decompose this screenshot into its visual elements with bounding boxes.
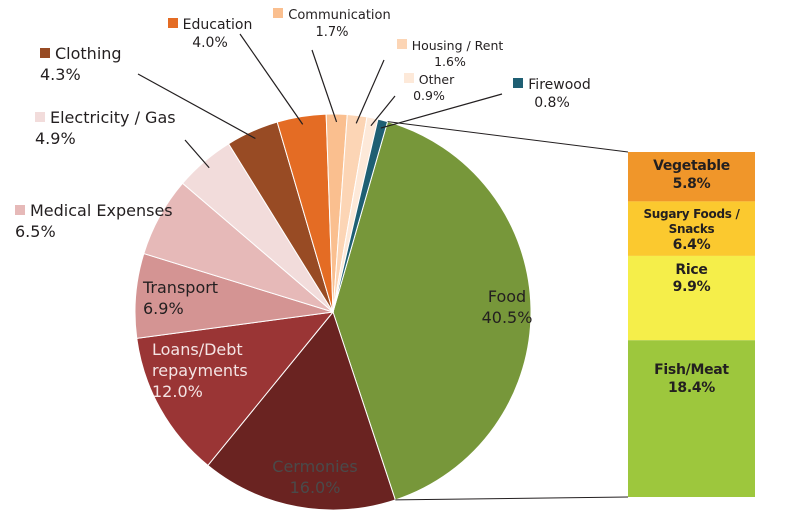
bar-segment	[628, 152, 755, 202]
slice-value-label: 4.0%	[192, 35, 228, 52]
slice-name-row: Firewood	[502, 76, 602, 94]
slice-name: Housing / Rent	[411, 38, 504, 53]
slice-label: Communication 1.7%	[262, 8, 402, 42]
legend-swatch	[513, 78, 524, 88]
slice-label: Education 4.0%	[155, 16, 265, 52]
slice-name-row: Clothing	[40, 44, 180, 65]
bar-label: Vegetable 5.8%	[632, 158, 751, 193]
bar-category-label: Vegetable	[653, 158, 730, 174]
slice-label: Other 0.9%	[394, 72, 464, 105]
slice-label: Loans/Debt repayments 12.0%	[152, 340, 272, 402]
slice-value-label: 6.9%	[143, 298, 184, 318]
slice-name-row: Food	[462, 287, 552, 308]
bar-value-label: 6.4%	[672, 237, 711, 254]
connector-line	[395, 496, 629, 501]
slice-name: Clothing	[55, 44, 122, 63]
slice-name: Education	[182, 17, 253, 33]
slice-name-row: Education	[155, 16, 265, 34]
legend-swatch	[273, 8, 284, 18]
leader-line	[355, 59, 385, 124]
slice-name-row: Loans/Debt repayments	[152, 340, 272, 382]
connector-line	[387, 121, 629, 153]
slice-label: Transport 6.9%	[143, 278, 253, 320]
slice-value-label: 6.5%	[15, 221, 56, 241]
slice-name-row: Communication	[262, 8, 402, 25]
slice-label: Firewood 0.8%	[502, 76, 602, 112]
slice-name-row: Other	[394, 72, 464, 88]
slice-label: Food 40.5%	[462, 287, 552, 329]
pie-slice	[207, 310, 396, 511]
slice-label: Cermonies 16.0%	[250, 457, 380, 499]
pie-slice	[332, 118, 389, 313]
slice-value-label: 4.3%	[40, 64, 81, 84]
bar-segment	[628, 255, 755, 341]
slice-name-row: Cermonies	[250, 457, 380, 478]
slice-name: Other	[418, 72, 455, 87]
slice-name-row: Transport	[143, 278, 253, 299]
slice-name: Firewood	[528, 77, 591, 93]
bar-label: Fish/Meat 18.4%	[632, 362, 751, 397]
bar-value-label: 9.9%	[672, 279, 711, 296]
legend-swatch	[40, 48, 50, 58]
bar-segment	[628, 201, 755, 256]
slice-value-label: 16.0%	[289, 477, 341, 497]
slice-value-label: 40.5%	[481, 307, 533, 327]
leader-line	[239, 33, 304, 125]
slice-name: Medical Expenses	[30, 201, 173, 220]
leader-line	[137, 73, 256, 140]
bar-value-label: 5.8%	[672, 175, 711, 192]
slice-label: Medical Expenses 6.5%	[15, 201, 215, 243]
legend-swatch	[35, 112, 45, 122]
bar-label: Sugary Foods / Snacks 6.4%	[632, 207, 751, 255]
legend-swatch	[15, 205, 25, 215]
slice-value-label: 12.0%	[152, 381, 203, 401]
bar-label: Rice 9.9%	[632, 262, 751, 297]
bar-category-label: Sugary Foods / Snacks	[643, 207, 740, 237]
slice-label: Electricity / Gas 4.9%	[35, 108, 235, 150]
slice-value-label: 0.8%	[534, 95, 570, 112]
legend-swatch	[403, 73, 414, 83]
slice-label: Clothing 4.3%	[40, 44, 180, 86]
pie-slice	[136, 311, 335, 467]
slice-name: Food	[487, 287, 527, 306]
slice-value-label: 0.9%	[413, 88, 445, 104]
slice-value-label: 1.7%	[315, 24, 349, 40]
slice-value-label: 1.6%	[434, 54, 466, 70]
leader-line	[311, 49, 338, 123]
bar-category-label: Rice	[675, 261, 708, 278]
slice-label: Housing / Rent 1.6%	[385, 38, 515, 71]
bar-segment	[628, 340, 755, 497]
legend-swatch	[396, 39, 407, 49]
leader-line	[380, 93, 503, 129]
slice-name-row: Electricity / Gas	[35, 108, 235, 129]
slice-name-row: Medical Expenses	[15, 201, 215, 222]
slice-name: Communication	[288, 8, 391, 23]
slice-name-row: Housing / Rent	[385, 38, 515, 54]
slice-name: Cermonies	[272, 457, 358, 476]
bar-value-label: 18.4%	[667, 379, 716, 396]
legend-swatch	[167, 18, 178, 28]
slice-name: Transport	[143, 278, 219, 297]
slice-name: Loans/Debt repayments	[152, 340, 248, 380]
slice-value-label: 4.9%	[35, 128, 76, 148]
bar-category-label: Fish/Meat	[654, 362, 729, 379]
leader-line	[184, 139, 210, 169]
slice-name: Electricity / Gas	[50, 108, 176, 127]
leader-line	[370, 95, 396, 127]
pie-slice	[332, 121, 532, 501]
